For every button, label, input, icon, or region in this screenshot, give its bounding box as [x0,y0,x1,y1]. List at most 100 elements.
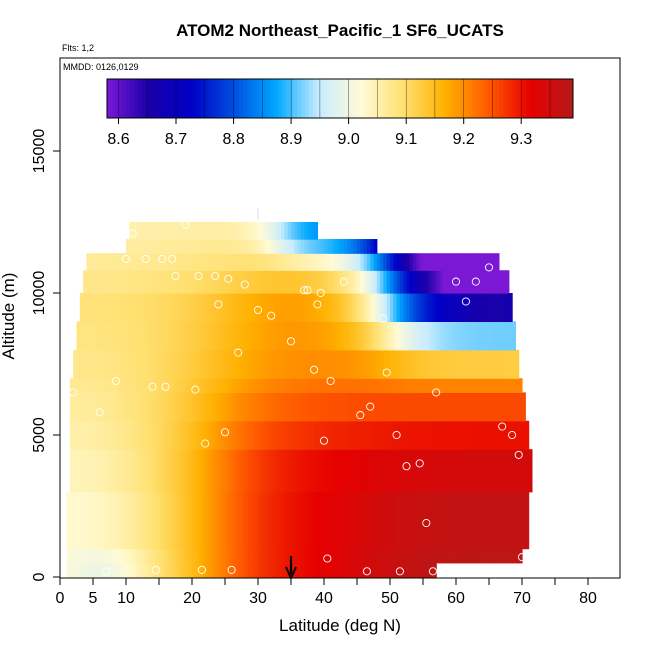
heatmap-cell [357,420,361,450]
heatmap-cell [228,321,233,351]
heatmap-cell [261,491,266,550]
heatmap-cell [366,349,371,379]
heatmap-cell [429,253,434,271]
heatmap-cell [129,349,134,379]
heatmap-cell [274,562,279,578]
heatmap-cell [162,349,167,379]
heatmap-cell [330,321,335,351]
heatmap-cell [465,270,470,294]
heatmap-cell [442,449,447,493]
heatmap-cell [244,321,249,351]
heatmap-cell [109,449,114,493]
heatmap-cell [254,491,259,550]
heatmap-cell [317,239,322,254]
heatmap-cell [330,491,335,550]
heatmap-cell [432,420,437,450]
heatmap-cell [155,293,160,322]
heatmap-cell [479,321,483,351]
heatmap-cell [185,321,190,351]
heatmap-cell [370,491,375,550]
heatmap-cell [145,349,150,379]
heatmap-cell [489,378,493,393]
heatmap-cell [287,420,292,450]
heatmap-cell [211,293,216,322]
heatmap-cell [261,293,266,322]
colorbar-segment [468,79,473,118]
heatmap-cell [475,321,480,351]
heatmap-cell [475,253,480,271]
heatmap-cell [383,491,388,550]
heatmap-cell [429,420,434,450]
heatmap-cell [396,253,401,271]
heatmap-cell [102,548,107,564]
heatmap-cell [353,449,358,493]
heatmap-cell [291,420,295,450]
heatmap-cell [327,321,332,351]
heatmap-cell [518,491,523,550]
heatmap-cell [456,349,460,379]
heatmap-cell [432,378,437,393]
heatmap-cell [76,378,81,393]
heatmap-cell [419,293,424,322]
heatmap-cell [337,270,342,294]
heatmap-cell [419,270,424,294]
heatmap-cell [261,349,266,379]
heatmap-cell [175,420,180,450]
heatmap-cell [452,548,457,564]
heatmap-cell [152,270,157,294]
heatmap-cell [109,293,114,322]
heatmap-cell [145,449,150,493]
sample-point [498,422,507,431]
heatmap-cell [155,253,160,271]
heatmap-cell [106,548,111,564]
heatmap-cell [423,378,427,393]
heatmap-cell [116,548,120,564]
heatmap-cell [386,293,391,322]
heatmap-cell [406,270,411,294]
heatmap-cell [310,349,315,379]
heatmap-cell [310,420,315,450]
heatmap-cell [106,449,111,493]
heatmap-cell [383,378,388,393]
colorbar-segment [320,79,325,118]
heatmap-cell [258,562,262,578]
heatmap-cell [459,253,464,271]
heatmap-cell [251,378,256,393]
heatmap-cell [505,378,510,393]
heatmap-cell [132,270,137,294]
heatmap-cell [284,378,289,393]
heatmap-cell [472,392,477,422]
heatmap-cell [357,449,361,493]
heatmap-cell [132,449,137,493]
heatmap-cell [462,349,467,379]
heatmap-cell [423,293,427,322]
heatmap-cell [304,392,309,422]
heatmap-cell [350,378,355,393]
heatmap-cell [155,378,160,393]
heatmap-cell [155,420,160,450]
heatmap-cell [492,548,497,564]
heatmap-cell [277,270,282,294]
colorbar-tick-label: 9.2 [453,131,475,148]
heatmap-cell [373,420,378,450]
sample-point [148,382,157,391]
heatmap-cell [172,293,177,322]
heatmap-cell [383,270,388,294]
heatmap-cell [218,491,223,550]
heatmap-cell [79,293,84,322]
heatmap-cell [221,253,226,271]
heatmap-cell [465,293,470,322]
heatmap-cell [155,321,160,351]
colorbar-segment [254,79,259,118]
heatmap-cell [106,562,111,578]
heatmap-cell [475,449,480,493]
heatmap-cell [192,392,196,422]
heatmap-cell [386,253,391,271]
heatmap-cell [76,449,81,493]
heatmap-cell [432,562,437,578]
heatmap-cell [360,239,365,254]
y-tick-label: 0 [31,572,48,581]
heatmap-cell [234,293,239,322]
heatmap-cell [376,378,381,393]
heatmap-cell [439,420,444,450]
